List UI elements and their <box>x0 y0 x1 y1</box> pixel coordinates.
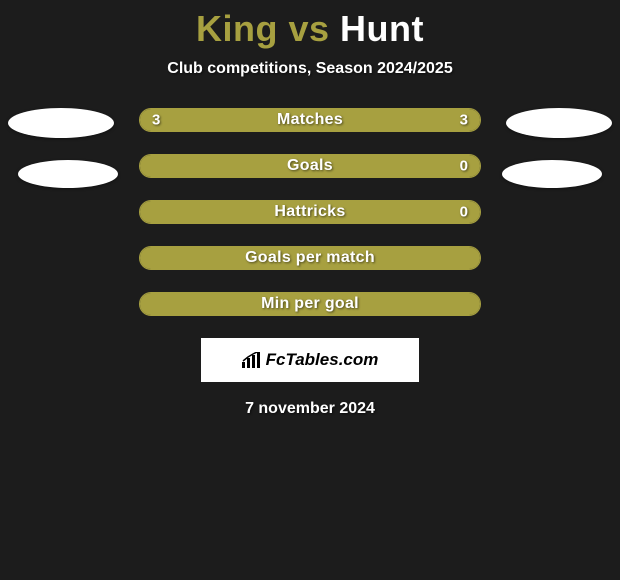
stat-label: Goals <box>287 157 333 175</box>
team-badge-right-2 <box>502 160 602 188</box>
stat-bars: 3 3 Matches 0 Goals 0 Hattricks Goals per match… <box>139 108 481 316</box>
player-left-name: King <box>196 8 278 49</box>
stat-bar: 3 3 Matches <box>139 108 481 132</box>
team-badge-right-1 <box>506 108 612 138</box>
subtitle: Club competitions, Season 2024/2025 <box>0 60 620 78</box>
stat-label: Matches <box>277 111 343 129</box>
stat-bar: 0 Hattricks <box>139 200 481 224</box>
stats-area: 3 3 Matches 0 Goals 0 Hattricks Goals per match… <box>0 108 620 316</box>
date-text: 7 november 2024 <box>0 400 620 418</box>
chart-icon <box>242 352 262 368</box>
stat-bar: Goals per match <box>139 246 481 270</box>
team-badge-left-2 <box>18 160 118 188</box>
stat-value-right: 0 <box>460 204 468 221</box>
vs-text: vs <box>278 8 340 49</box>
stat-label: Goals per match <box>245 249 375 267</box>
stat-value-left: 3 <box>152 112 160 129</box>
stat-bar: Min per goal <box>139 292 481 316</box>
stat-label: Min per goal <box>261 295 359 313</box>
stat-label: Hattricks <box>274 203 345 221</box>
page-title: King vs Hunt <box>0 0 620 50</box>
stat-value-right: 0 <box>460 158 468 175</box>
brand-logo: FcTables.com <box>242 350 379 370</box>
stat-bar: 0 Goals <box>139 154 481 178</box>
brand-logo-box: FcTables.com <box>201 338 419 382</box>
team-badge-left-1 <box>8 108 114 138</box>
brand-text: FcTables.com <box>266 350 379 370</box>
player-right-name: Hunt <box>340 8 424 49</box>
stat-value-right: 3 <box>460 112 468 129</box>
